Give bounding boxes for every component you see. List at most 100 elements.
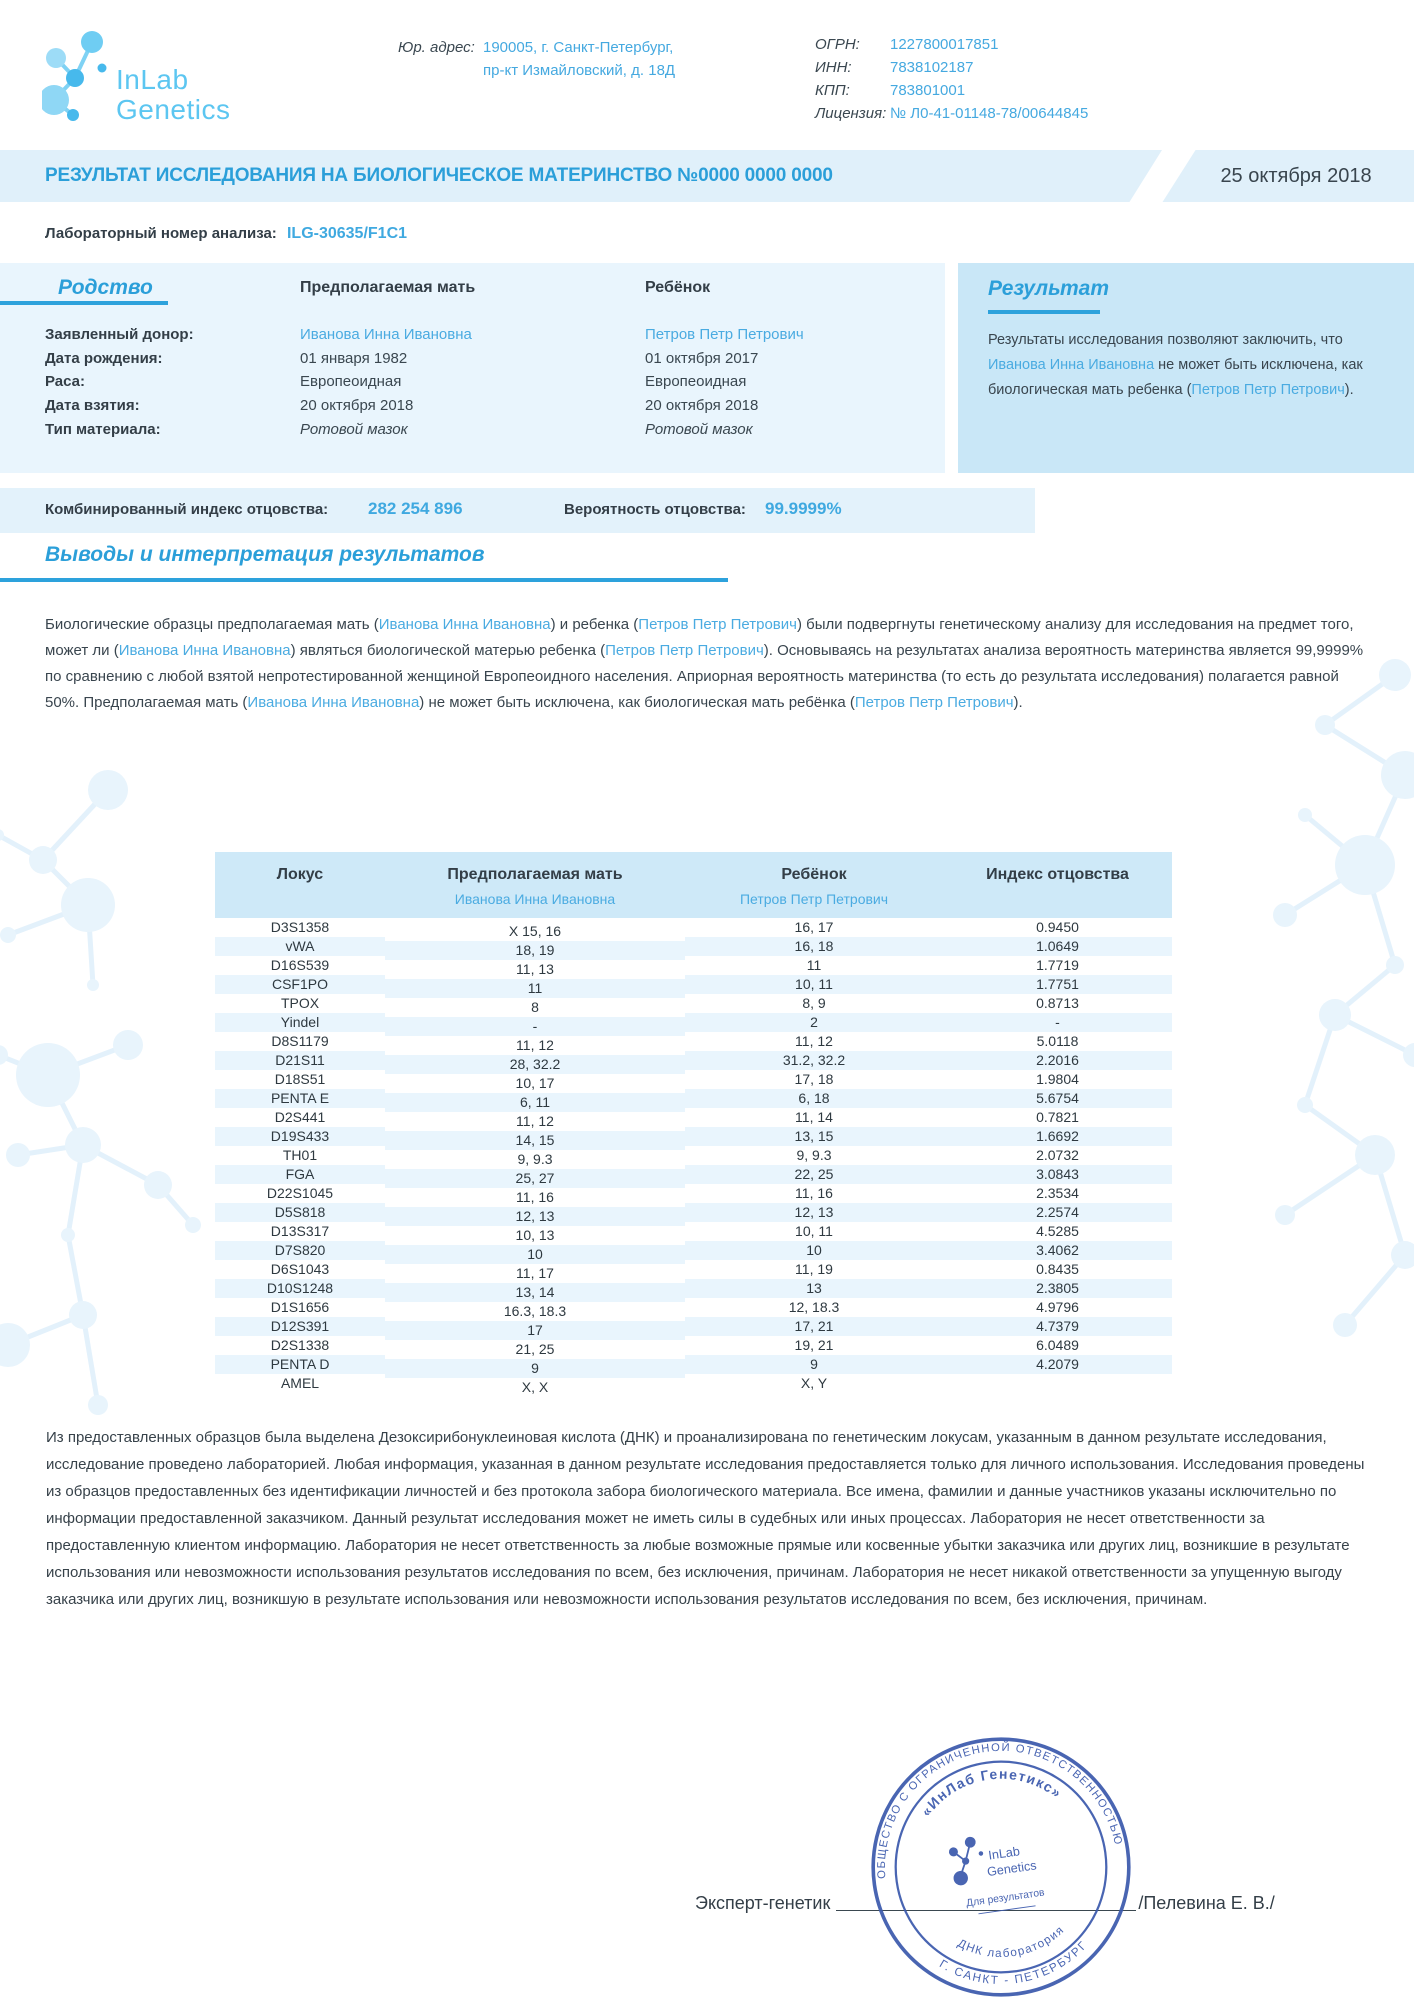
table-cell: FGA (215, 1165, 385, 1184)
registry-row-ogrn: ОГРН: 1227800017851 (815, 36, 999, 53)
company-registry-block: ОГРН: 1227800017851 ИНН: 7838102187 КПП:… (815, 36, 1088, 128)
table-row: D13S317 10, 13 10, 11 4.5285 (215, 1222, 1172, 1243)
participant-name: Петров Петр Петрович (854, 694, 1014, 711)
table-row: D8S1179 11, 12 11, 12 5.0118 (215, 1032, 1172, 1053)
section-underline (0, 578, 728, 582)
col-child: Ребёнок Петров Петр Петрович (685, 852, 943, 918)
probability-value: 99.9999% (765, 499, 842, 518)
title-band: РЕЗУЛЬТАТ ИССЛЕДОВАНИЯ НА БИОЛОГИЧЕСКОЕ … (0, 150, 1162, 202)
table-cell: 6, 11 (385, 1093, 685, 1112)
table-cell: D2S1338 (270, 1337, 330, 1353)
table-cell: D12S391 (215, 1317, 385, 1336)
company-stamp: ОБЩЕСТВО С ОГРАНИЧЕННОЙ ОТВЕТСТВЕННОСТЬЮ… (866, 1732, 1131, 1997)
date-band: 25 октября 2018 (1162, 150, 1414, 202)
table-cell: 17, 18 (794, 1071, 834, 1087)
table-cell: 11, 17 (516, 1265, 554, 1281)
table-cell: D16S539 (270, 957, 330, 973)
table-cell: 2.3805 (943, 1279, 1172, 1298)
table-cell: D5S818 (215, 1203, 385, 1222)
table-cell: 2 (685, 1013, 943, 1032)
legal-address-label: Юр. адрес: (398, 39, 475, 56)
table-cell: - (943, 1013, 1172, 1032)
registry-row-kpp: КПП: 783801001 (815, 82, 966, 99)
table-row: D2S1338 21, 25 19, 21 6.0489 (215, 1336, 1172, 1357)
table-cell: 1.7751 (943, 975, 1172, 994)
registry-row-license: Лицензия: № Л0-41-01148-78/00644845 (815, 105, 1089, 122)
table-cell: TH01 (282, 1147, 318, 1163)
table-row: D12S391 17 17, 21 4.7379 (215, 1317, 1172, 1340)
table-cell: D7S820 (215, 1241, 385, 1260)
kinship-row-donor: Заявленный донор: Иванова Инна Ивановна … (45, 326, 804, 343)
table-row: Yindel -2- (215, 1013, 1172, 1036)
table-cell: 8 (531, 999, 539, 1015)
table-cell: D2S441 (274, 1109, 326, 1125)
table-cell: 12, 13 (385, 1207, 685, 1226)
table-row: TH01 9, 9.3 9, 9.3 2.0732 (215, 1146, 1172, 1167)
participant-name: Иванова Инна Ивановна (247, 694, 420, 711)
table-row: D10S1248 13, 14 13 2.3805 (215, 1279, 1172, 1302)
legal-address-value: 190005, г. Санкт-Петербург, пр-кт Измайл… (483, 39, 676, 79)
table-row: D2S441 11, 12 11, 14 0.7821 (215, 1108, 1172, 1129)
cpi-label: Комбинированный индекс отцовства: (45, 501, 329, 518)
table-row: D19S433 14, 15 13, 15 1.6692 (215, 1127, 1172, 1150)
stamp-inner-bottom-text: ДНК лаборатория (954, 1922, 1070, 1967)
table-cell: 18, 19 (385, 941, 685, 960)
conclusions-paragraph: Биологические образцы предполагаемая мат… (45, 616, 1364, 711)
table-cell: 9 (685, 1355, 943, 1374)
table-cell: 11, 13 (516, 961, 554, 977)
table-cell: 10 (385, 1245, 685, 1264)
signer-role: Эксперт-генетик (695, 1893, 831, 1913)
table-cell: 16, 18 (685, 937, 943, 956)
table-cell: 3.0843 (943, 1165, 1172, 1184)
table-row: PENTA D 9 9 4.2079 (215, 1355, 1172, 1378)
table-cell: 13, 14 (385, 1283, 685, 1302)
kinship-col-child: Ребёнок (645, 279, 711, 296)
table-cell: 17, 21 (685, 1317, 943, 1336)
table-cell: vWA (215, 937, 385, 956)
table-cell: CSF1PO (215, 975, 385, 994)
table-cell: 10, 17 (515, 1075, 555, 1091)
signature-block: Эксперт-генетик /Пелевина Е. В./ (695, 1893, 1275, 1914)
participant-name: Петров Петр Петрович (1191, 381, 1345, 398)
col-mother: Предполагаемая мать Иванова Инна Ивановна (385, 852, 685, 918)
table-cell: 9, 9.3 (796, 1147, 832, 1163)
table-cell: 11, 12 (795, 1033, 833, 1049)
table-cell: 0.8435 (1036, 1261, 1079, 1277)
logo-text-inlab: InLab (116, 64, 189, 95)
table-cell: 1.7719 (1036, 957, 1079, 973)
signature-line (836, 1910, 1137, 1911)
kinship-row-race: Раса: Европеоидная Европеоидная (45, 373, 747, 391)
disclaimer-text: Из предоставленных образцов была выделен… (46, 1429, 1365, 1608)
table-cell: 0.7821 (1036, 1109, 1079, 1125)
table-cell: 2.3534 (1036, 1185, 1079, 1201)
signer-name: /Пелевина Е. В./ (1138, 1893, 1275, 1913)
result-text: Результаты исследования позволяют заключ… (988, 331, 1363, 398)
table-cell: 0.8713 (1036, 995, 1079, 1011)
logo-text-genetics: Genetics (116, 94, 231, 125)
table-cell: 4.2079 (943, 1355, 1172, 1374)
kinship-section-title: Родство (58, 276, 153, 299)
participant-name: Иванова Инна Ивановна (118, 642, 291, 659)
combined-index-band: Комбинированный индекс отцовства: 282 25… (0, 488, 1035, 533)
table-row: D22S1045 11, 16 11, 16 2.3534 (215, 1184, 1172, 1205)
molecule-decoration-right (1273, 659, 1414, 1337)
table-row: D21S11 28, 32.2 31.2, 32.2 2.2016 (215, 1051, 1172, 1074)
table-cell: AMEL (280, 1375, 320, 1391)
stamp-center-logo: InLab Genetics (948, 1836, 1037, 1886)
table-cell: D10S1248 (215, 1279, 385, 1298)
table-cell: 6.0489 (1036, 1337, 1079, 1353)
company-logo: InLab Genetics (39, 28, 272, 128)
table-cell: D21S11 (215, 1051, 385, 1070)
section-underline (0, 301, 168, 305)
registry-row-inn: ИНН: 7838102187 (815, 59, 974, 76)
participant-name: Иванова Инна Ивановна (988, 356, 1155, 373)
table-cell: 2.2574 (943, 1203, 1172, 1222)
col-paternity-index: Индекс отцовства (943, 852, 1172, 918)
table-cell: D22S1045 (266, 1185, 334, 1201)
participant-name: Петров Петр Петрович (605, 642, 764, 659)
table-row: AMEL X, X X, Y (215, 1374, 1172, 1395)
table-cell: 1.6692 (943, 1127, 1172, 1146)
table-row: D16S539 11, 13 11 1.7719 (215, 956, 1172, 977)
table-cell: 11 (385, 979, 685, 998)
table-cell: 9, 9.3 (517, 1151, 553, 1167)
